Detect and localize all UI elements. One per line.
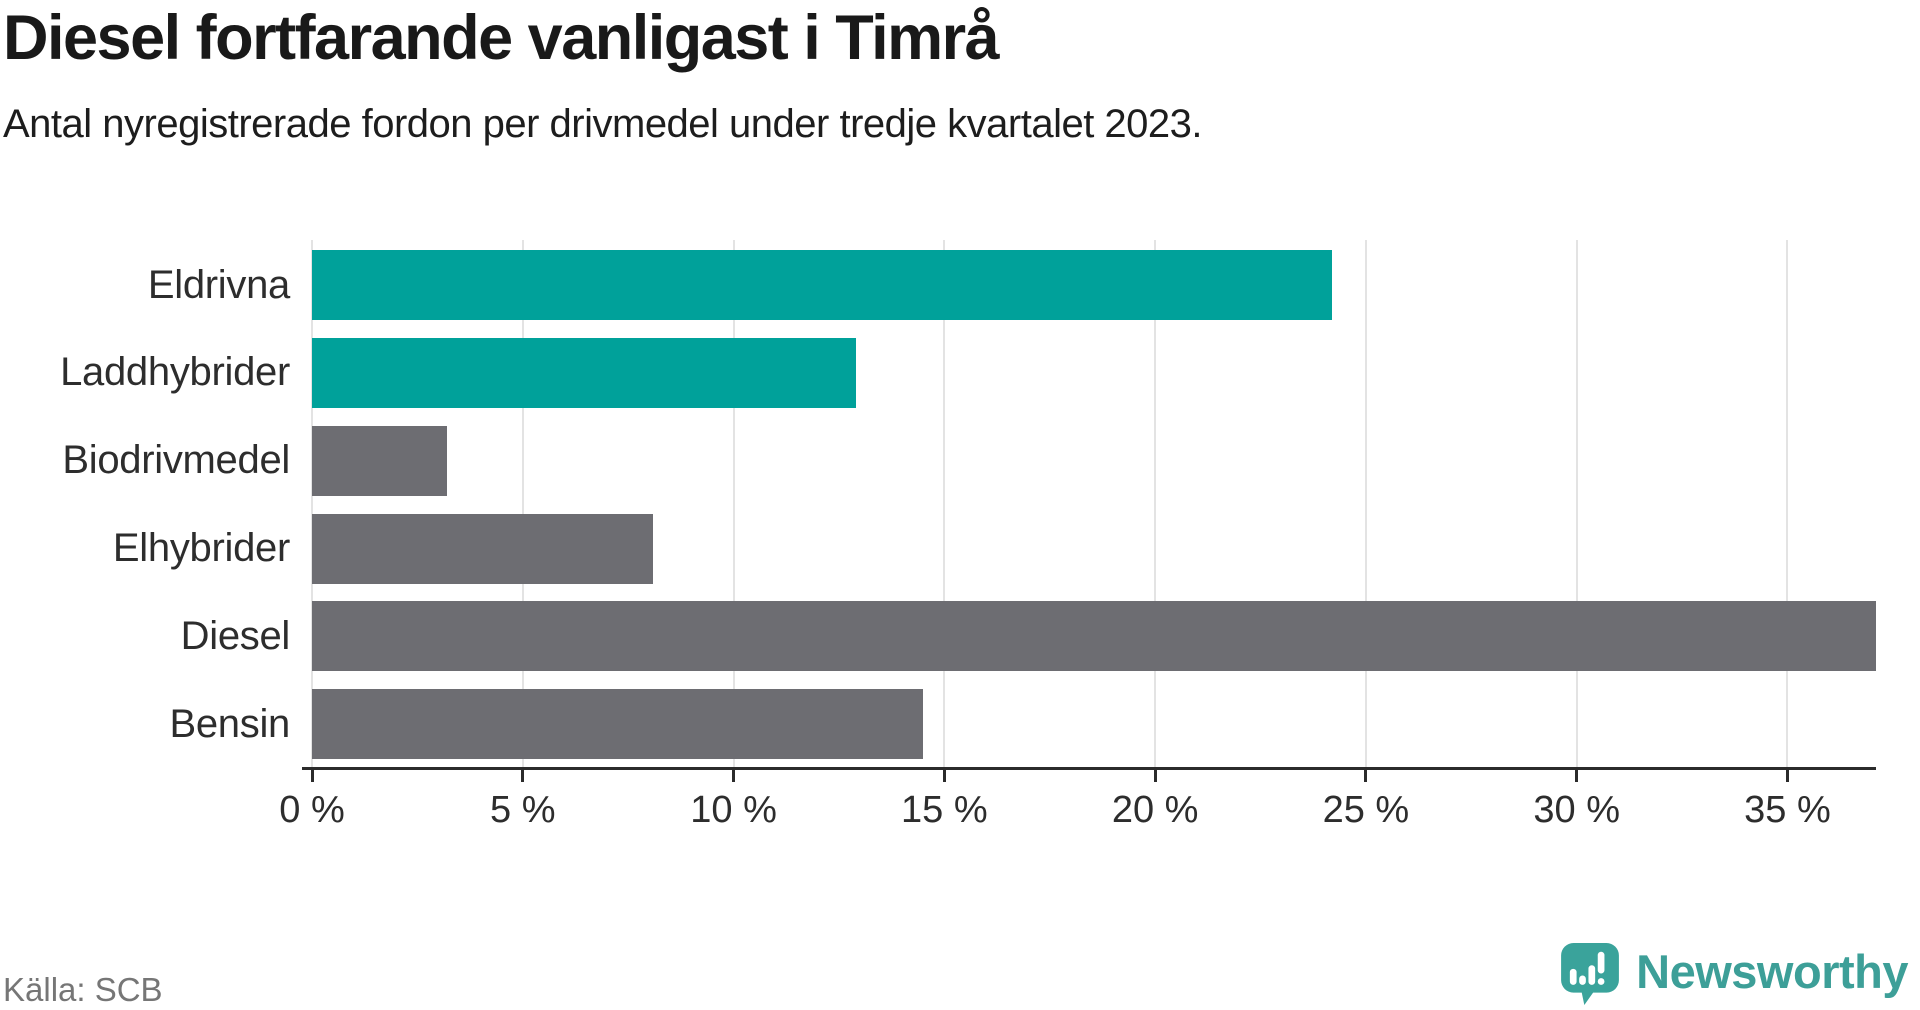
tick-label-5: 5 % [490,789,556,831]
gridline-35 [1786,240,1789,767]
x-axis-line [302,767,1876,770]
tick-label-20: 20 % [1111,789,1199,831]
chart-subtitle: Antal nyregistrerade fordon per drivmede… [3,102,1203,146]
tick-mark-20 [1153,767,1157,782]
category-label-bensin: Bensin [169,701,290,746]
bar-bensin [312,689,924,760]
newsworthy-wordmark: Newsworthy [1636,944,1908,998]
gridline-20 [1154,240,1157,767]
bar-diesel [312,601,1876,672]
tick-mark-15 [942,767,946,782]
category-axis: Eldrivna Laddhybrider Biodrivmedel Elhybrid… [0,240,290,767]
newsworthy-logo: Newsworthy [1559,942,1908,1006]
category-label-laddhybrider: Laddhybrider [60,350,290,395]
gridline-5 [521,240,524,767]
gridline-10 [732,240,735,767]
tick-mark-0 [310,767,314,782]
gridline-0 [311,240,313,767]
tick-mark-35 [1785,767,1789,782]
tick-label-10: 10 % [690,789,777,831]
bar-laddhybrider [312,337,856,408]
gridline-15 [943,240,946,767]
tick-mark-10 [732,767,736,782]
tick-label-35: 35 % [1744,789,1831,831]
category-label-eldrivna: Eldrivna [147,262,290,307]
plot-area [302,240,1876,770]
chart-title: Diesel fortfarande vanligast i Timrå [3,3,1000,73]
category-label-elhybrider: Elhybrider [112,526,290,571]
tick-mark-5 [521,767,525,782]
category-label-biodrivmedel: Biodrivmedel [62,438,290,483]
tick-label-30: 30 % [1533,789,1620,831]
gridline-25 [1364,240,1367,767]
tick-label-15: 15 % [901,789,988,831]
tick-mark-25 [1364,767,1368,782]
bar-elhybrider [312,513,654,584]
category-label-diesel: Diesel [180,613,291,658]
source-note: Källa: SCB [3,971,163,1008]
tick-mark-30 [1575,767,1579,782]
tick-label-25: 25 % [1322,789,1410,831]
bar-biodrivmedel [312,425,447,496]
tick-label-0: 0 % [279,789,345,831]
x-axis: 0 % 5 % 10 % 15 % 20 % 25 % 30 % 35 % [279,767,1876,837]
gridline-30 [1575,240,1578,767]
bar-eldrivna [312,250,1333,321]
newsworthy-logo-icon [1561,943,1620,1005]
